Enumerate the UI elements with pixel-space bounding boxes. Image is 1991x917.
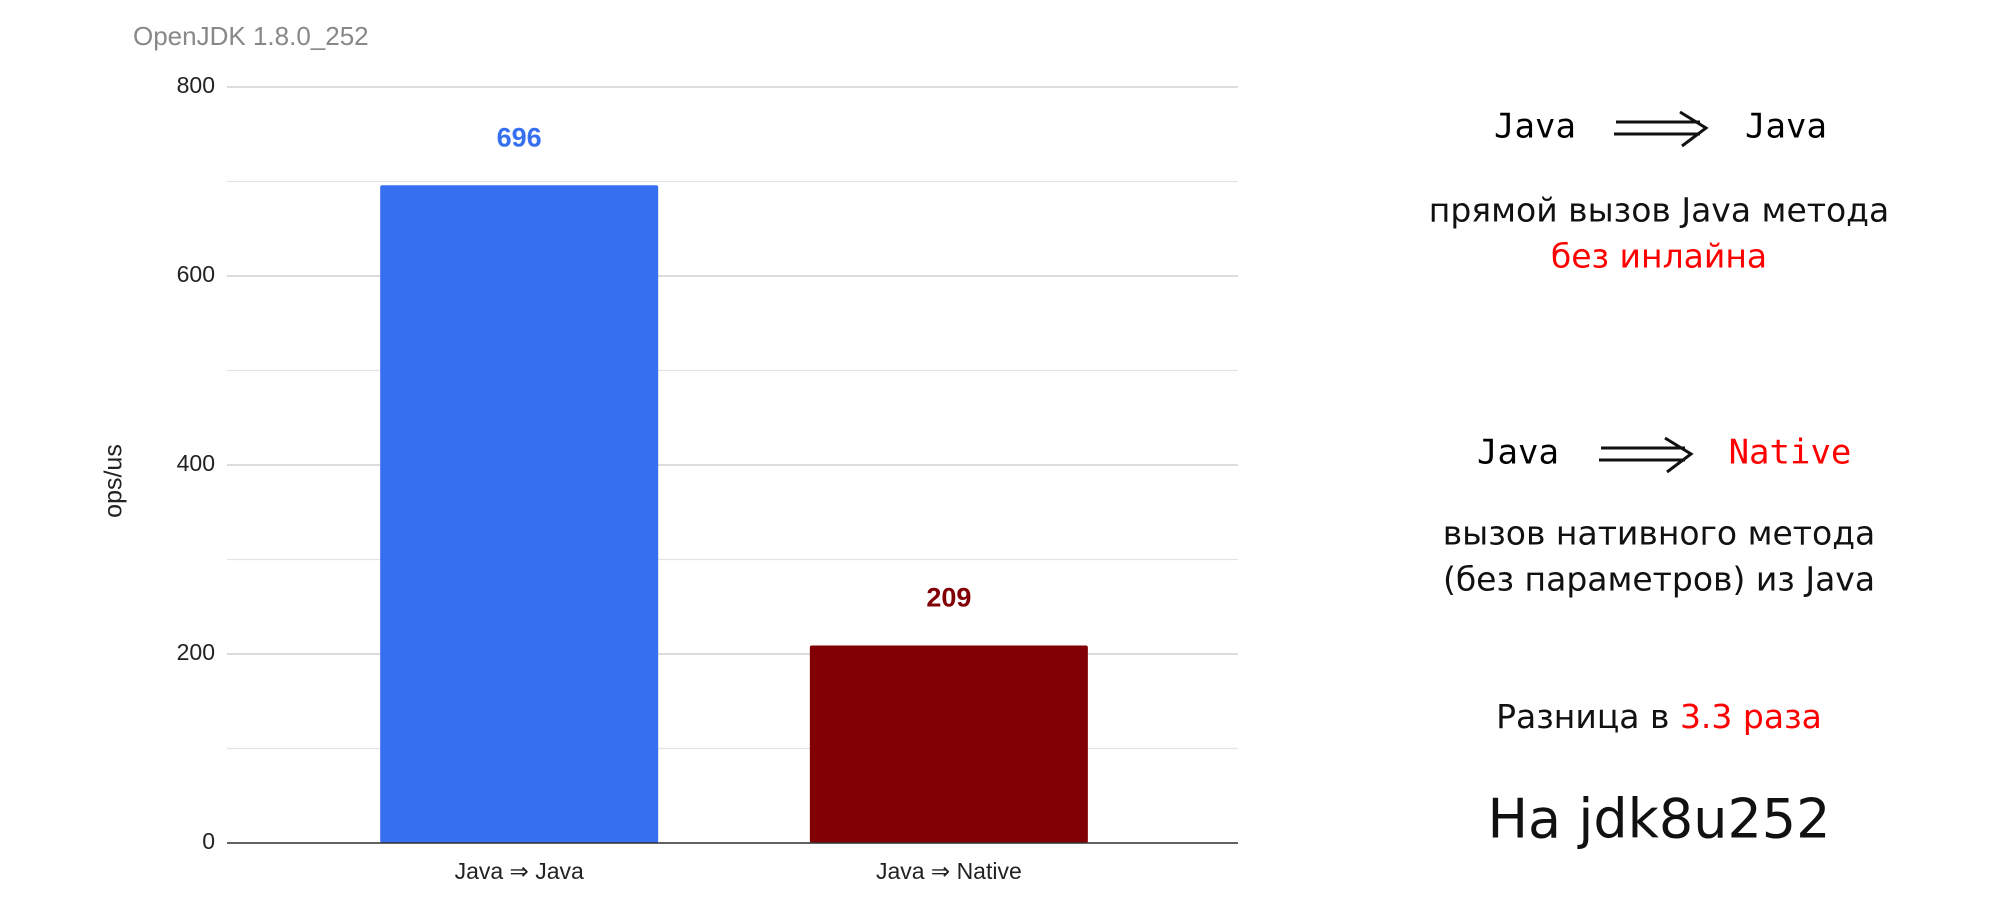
y-tick-label: 800: [177, 72, 215, 98]
call-to: Java: [1745, 107, 1827, 147]
bar: [809, 645, 1088, 843]
y-tick-label: 600: [177, 261, 215, 287]
chart-title: OpenJDK 1.8.0_252: [133, 21, 369, 51]
value-label: 696: [497, 122, 542, 152]
note-line: (без параметров) из Java: [1443, 560, 1875, 599]
y-axis-label: ops/us: [100, 444, 128, 518]
y-tick-label: 200: [177, 639, 215, 665]
call-to: Native: [1729, 433, 1852, 473]
y-tick-label: 400: [177, 450, 215, 476]
value-label: 209: [926, 583, 971, 613]
arrow: [1599, 436, 1694, 474]
bar: [380, 185, 659, 843]
x-tick-label: Java ⇒ Java: [455, 858, 584, 884]
difference-text: Разница в: [1496, 697, 1680, 736]
call-from: Java: [1477, 433, 1559, 473]
x-tick-label: Java ⇒ Native: [876, 858, 1022, 884]
call-from: Java: [1494, 107, 1576, 147]
note-line: без инлайна: [1551, 237, 1767, 276]
difference-value: 3.3 раза: [1680, 697, 1822, 736]
notes: Java Java прямой вызов Java метода без и…: [1429, 107, 1889, 851]
footer: На jdk8u252: [1487, 788, 1830, 851]
note-line: прямой вызов Java метода: [1429, 191, 1889, 230]
y-tick-label: 0: [202, 828, 215, 854]
arrow: [1614, 110, 1709, 148]
note-line: вызов нативного метода: [1443, 514, 1876, 553]
difference: Разница в 3.3 раза: [1496, 697, 1822, 736]
